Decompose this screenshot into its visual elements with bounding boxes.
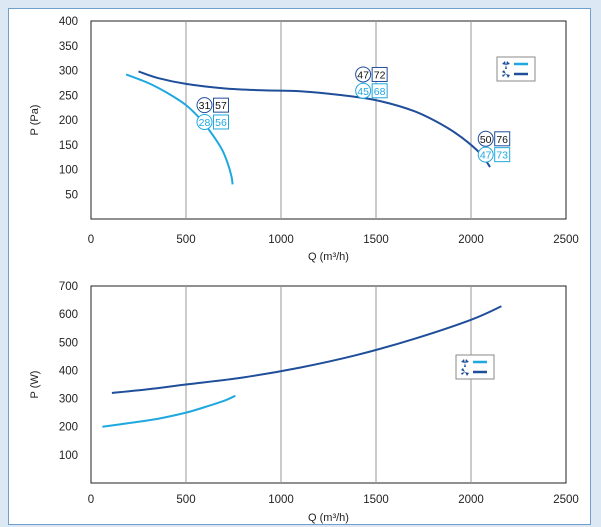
noise-annotation: 28 56 [196, 113, 229, 130]
fan-icon [461, 359, 469, 367]
annotation-circle-value: 50 [480, 134, 492, 146]
y-tick-label: 500 [59, 337, 78, 349]
y-tick-label: 400 [59, 365, 78, 377]
annotation-circle [196, 97, 213, 114]
plot-area [90, 285, 567, 484]
chart-1: 0 500 1000 1500 2000 2500 50 100 150 200 250 300 350… [29, 16, 579, 263]
y-tick-label: 300 [59, 394, 78, 406]
x-axis-label: Q (m³/h) [308, 251, 349, 263]
series-line-2 [111, 305, 502, 394]
x-tick-label: 500 [176, 234, 195, 246]
y-tick-label: 600 [59, 309, 78, 321]
annotation-circle-value: 47 [480, 150, 492, 162]
y-tick-label: 150 [59, 140, 78, 152]
fan-blade [502, 61, 510, 69]
x-tick-label: 500 [176, 494, 195, 506]
y-axis-label: P (W) [29, 371, 41, 399]
series-line-1 [102, 394, 236, 428]
y-tick-label: 700 [59, 281, 78, 293]
series-line-2 [138, 70, 491, 168]
annotation-square [213, 97, 229, 113]
x-tick-label: 1500 [363, 234, 389, 246]
x-tick-label: 2000 [458, 234, 484, 246]
y-tick-label: 250 [59, 90, 78, 102]
annotation-circle [477, 130, 494, 147]
annotation-square-value: 56 [215, 117, 227, 129]
annotation-circle [196, 113, 213, 130]
fan-blade [461, 359, 469, 367]
legend-frame [455, 354, 495, 380]
y-tick-label: 50 [65, 189, 78, 201]
annotation-circle [355, 82, 372, 99]
x-tick-label: 0 [88, 494, 94, 506]
x-tick-label: 2500 [553, 494, 579, 506]
y-axis-label: P (Pa) [29, 105, 41, 136]
annotation-square [371, 83, 388, 99]
y-tick-label: 200 [59, 422, 78, 434]
y-tick-label: 350 [59, 41, 78, 53]
annotation-circle [477, 146, 494, 163]
annotation-square [371, 66, 388, 82]
annotation-square-value: 76 [496, 134, 508, 146]
y-tick-label: 100 [59, 165, 78, 177]
x-tick-label: 2500 [553, 234, 579, 246]
annotation-circle [355, 66, 372, 83]
legend-box-2 [455, 354, 495, 380]
noise-annotation: 47 73 [477, 146, 511, 163]
annotation-square-value: 57 [215, 100, 227, 112]
x-tick-label: 1000 [268, 494, 294, 506]
fan-icon [502, 70, 510, 78]
y-tick-label: 300 [59, 66, 78, 78]
noise-annotation: 31 57 [196, 97, 229, 114]
x-axis-label: Q (m³/h) [308, 512, 349, 524]
x-tick-label: 1500 [363, 494, 389, 506]
annotation-square [494, 131, 511, 147]
annotation-square [494, 147, 511, 163]
annotation-circle-value: 28 [199, 117, 211, 129]
annotation-square-value: 73 [496, 150, 508, 162]
fan-blade [461, 368, 469, 376]
legend-box-1 [496, 56, 536, 82]
fan-icon [461, 368, 469, 376]
annotation-square [213, 114, 229, 130]
plot-area [90, 20, 567, 220]
y-tick-label: 200 [59, 115, 78, 127]
annotation-circle-value: 45 [357, 86, 369, 98]
x-tick-label: 2000 [458, 494, 484, 506]
annotation-circle-value: 31 [199, 100, 211, 112]
chart-2: 0 500 1000 1500 2000 2500 100 200 300 400 500 600 70… [29, 281, 579, 524]
legend-frame [496, 56, 536, 82]
fan-icon [502, 61, 510, 69]
y-tick-label: 400 [59, 16, 78, 28]
x-tick-label: 1000 [268, 234, 294, 246]
fan-blade [502, 70, 510, 78]
noise-annotation: 45 68 [355, 82, 388, 99]
annotation-square-value: 68 [374, 86, 386, 98]
y-tick-label: 100 [59, 450, 78, 462]
annotation-circle-value: 47 [357, 69, 369, 81]
x-tick-label: 0 [88, 234, 94, 246]
noise-annotation: 50 76 [477, 130, 511, 147]
noise-annotation: 47 72 [355, 66, 388, 83]
annotation-square-value: 72 [374, 69, 386, 81]
